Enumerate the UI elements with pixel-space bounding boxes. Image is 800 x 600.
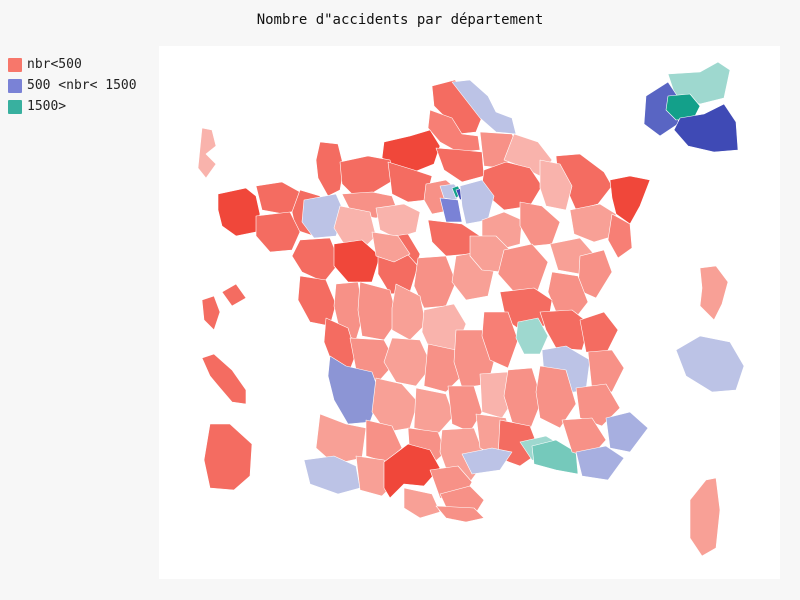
department-corse-mainland-north[interactable] xyxy=(699,265,729,321)
department-manche[interactable] xyxy=(315,141,345,197)
department-reunion[interactable] xyxy=(675,335,745,393)
department-guyane[interactable] xyxy=(203,423,253,491)
department-mayenne[interactable] xyxy=(301,193,345,239)
department-loire[interactable] xyxy=(481,311,519,369)
legend-swatch-high xyxy=(8,99,22,114)
department-yvelines[interactable] xyxy=(439,197,463,223)
department-mayotte[interactable] xyxy=(197,127,217,179)
legend-item-low[interactable]: nbr<500 xyxy=(8,54,137,75)
department-savoie[interactable] xyxy=(587,349,625,393)
department-loire-atlantique[interactable] xyxy=(291,237,341,283)
department-ariege[interactable] xyxy=(403,487,441,519)
legend-label-low: nbr<500 xyxy=(27,57,82,72)
department-herault[interactable] xyxy=(461,447,513,475)
department-sarthe-east[interactable] xyxy=(371,231,411,263)
legend-label-high: 1500> xyxy=(27,99,67,114)
department-guadeloupe-east[interactable] xyxy=(221,283,247,307)
legend: nbr<500 500 <nbr< 1500 1500> xyxy=(8,54,137,117)
legend-item-mid[interactable]: 500 <nbr< 1500 xyxy=(8,75,137,96)
department-creuse[interactable] xyxy=(423,343,463,393)
department-eure-loir[interactable] xyxy=(375,203,421,239)
department-ardeche[interactable] xyxy=(503,367,543,431)
department-var[interactable] xyxy=(575,445,625,481)
department-bas-rhin[interactable] xyxy=(609,175,651,225)
department-calvados[interactable] xyxy=(339,155,395,195)
department-correze[interactable] xyxy=(413,387,455,435)
department-martinique[interactable] xyxy=(201,353,247,405)
department-meurthe[interactable] xyxy=(539,159,573,211)
department-haute-garonne[interactable] xyxy=(383,443,441,499)
department-pyrenees-orientales[interactable] xyxy=(435,505,485,523)
choropleth-map xyxy=(197,61,745,557)
department-cote-dor[interactable] xyxy=(497,243,549,293)
department-cantal[interactable] xyxy=(447,385,483,433)
map-area xyxy=(159,46,780,579)
department-ile-essonne[interactable] xyxy=(673,103,739,153)
metropolitan-france xyxy=(217,79,651,523)
department-haute-vienne[interactable] xyxy=(383,337,433,387)
department-guadeloupe[interactable] xyxy=(201,295,221,331)
department-nord-east[interactable] xyxy=(451,79,517,135)
department-morbihan[interactable] xyxy=(255,211,301,253)
department-aisne[interactable] xyxy=(435,147,485,183)
department-maine-loire[interactable] xyxy=(333,239,381,283)
department-ain[interactable] xyxy=(539,309,591,351)
department-haut-rhin[interactable] xyxy=(607,213,633,259)
map-title: Nombre d"accidents par département xyxy=(256,12,544,28)
legend-label-mid: 500 <nbr< 1500 xyxy=(27,78,137,93)
legend-swatch-mid xyxy=(8,78,22,93)
department-haute-marne[interactable] xyxy=(519,201,561,247)
department-pyrenees-atlantiques[interactable] xyxy=(303,455,361,495)
department-bouches-rhone[interactable] xyxy=(531,439,579,475)
department-haute-savoie[interactable] xyxy=(579,311,619,355)
department-corse-du-sud[interactable] xyxy=(689,477,721,557)
department-finistere[interactable] xyxy=(217,187,261,237)
inset-ile-de-france xyxy=(643,61,739,153)
legend-swatch-low xyxy=(8,57,22,72)
department-alpes-maritimes[interactable] xyxy=(605,411,649,453)
department-rhone[interactable] xyxy=(515,317,549,355)
legend-item-high[interactable]: 1500> xyxy=(8,96,137,117)
department-vendee[interactable] xyxy=(297,275,337,327)
department-drome[interactable] xyxy=(535,365,577,429)
